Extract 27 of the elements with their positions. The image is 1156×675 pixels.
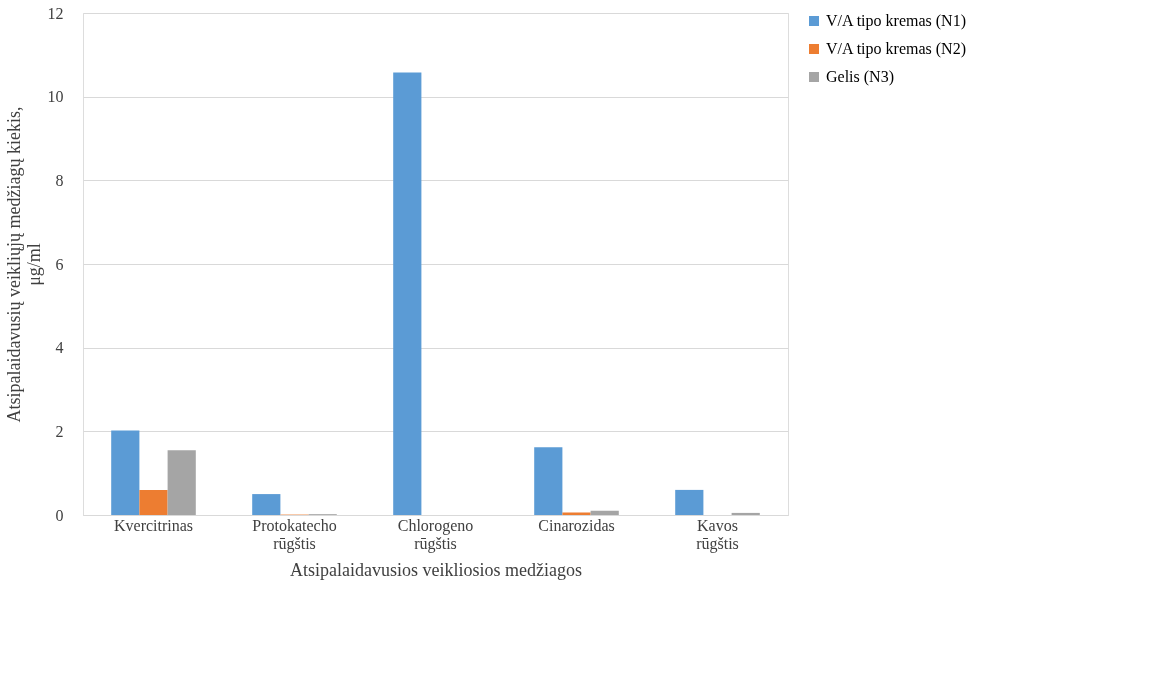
legend-label: Gelis (N3)	[826, 68, 894, 86]
bar	[562, 512, 591, 515]
y-axis-title: Atsipalaidavusių veikliųjų medžiagų kiekis, μg/ml	[3, 106, 44, 423]
x-tick-label: Protokatecho rūgštis	[252, 516, 337, 553]
bar	[252, 494, 281, 515]
bar	[590, 510, 619, 515]
legend-label: V/A tipo kremas (N2)	[826, 40, 966, 58]
x-axis-title: Atsipalaidavusios veikliosios medžiagos	[290, 559, 582, 580]
bar	[675, 489, 704, 515]
legend-label: V/A tipo kremas (N1)	[826, 12, 966, 30]
x-tick-label: Kavos rūgštis	[696, 516, 739, 553]
bar	[534, 447, 563, 515]
bar	[111, 430, 140, 515]
y-tick-label: 8	[55, 171, 64, 189]
x-tick-label: Kvercitrinas	[113, 516, 194, 534]
x-tick-label: Chlorogeno rūgštis	[397, 516, 474, 553]
bar	[731, 512, 760, 515]
y-tick-label: 4	[55, 339, 64, 357]
y-tick-label: 6	[55, 255, 64, 273]
bar	[393, 72, 422, 515]
y-tick-label: 0	[55, 506, 64, 524]
y-tick-label: 2	[55, 422, 64, 440]
y-tick-label: 12	[47, 4, 64, 22]
y-tick-label: 10	[47, 88, 64, 106]
bar	[139, 489, 168, 515]
bar	[167, 450, 196, 515]
x-tick-label: Cinarozidas	[538, 516, 615, 534]
